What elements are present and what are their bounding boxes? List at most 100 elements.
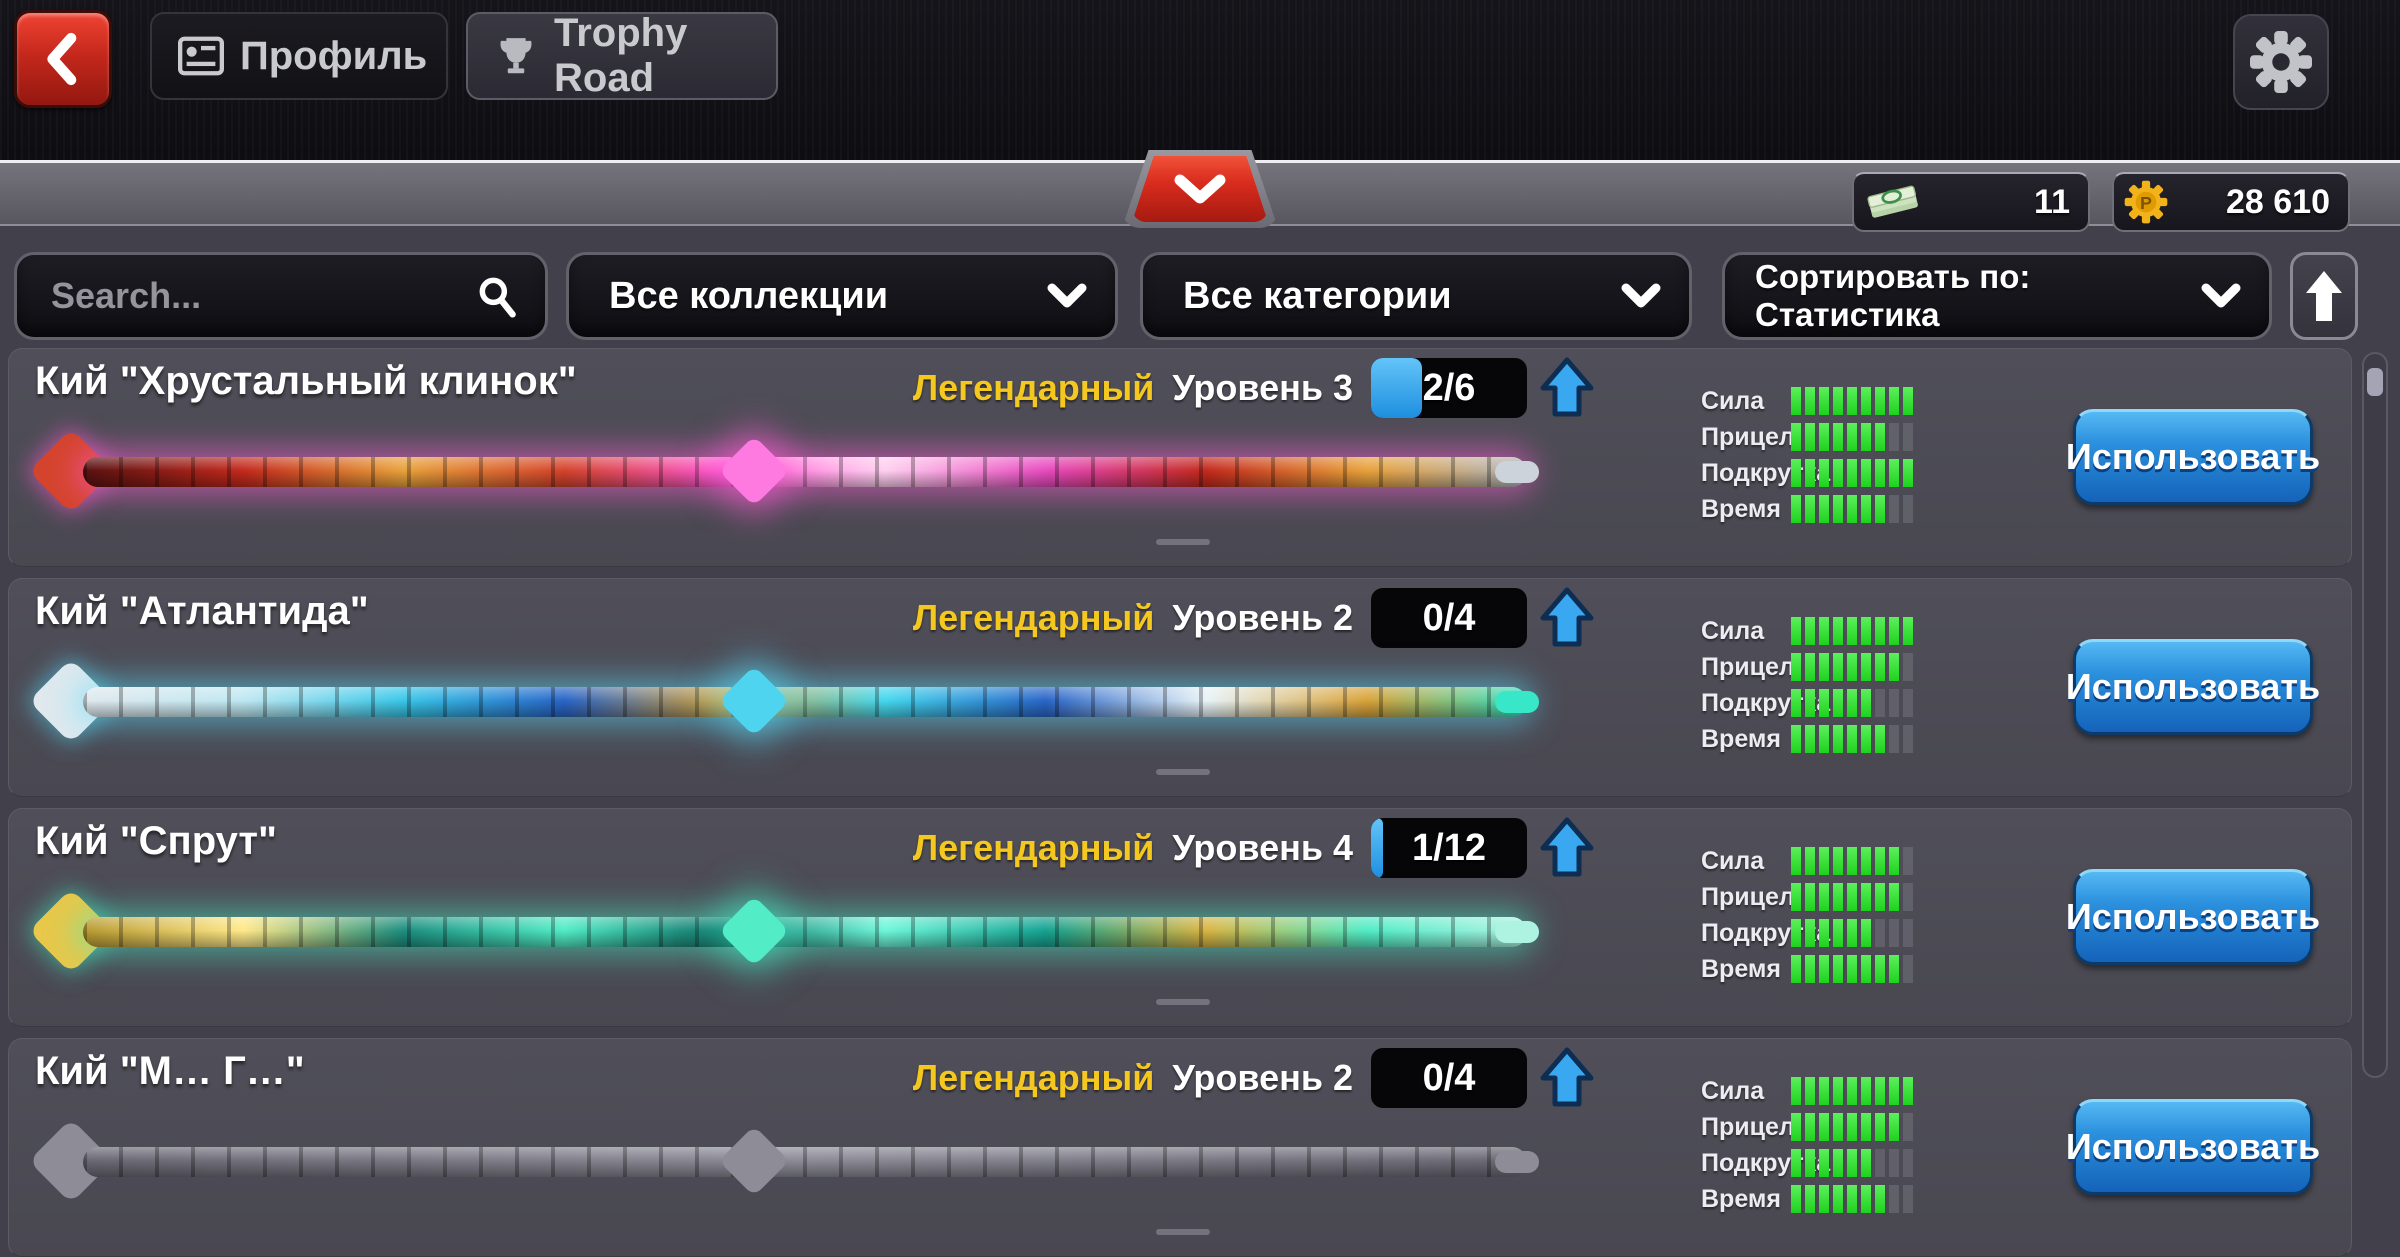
tab-trophy-road[interactable]: Trophy Road [466, 11, 778, 100]
stat-line: Прицел [1701, 419, 1913, 455]
cue-name: Кий "М… Г…" [35, 1049, 305, 1093]
upgrade-progress-pill: 0/4 [1371, 588, 1527, 648]
cue-art-shaft [83, 457, 1527, 487]
stat-segment [1791, 725, 1801, 753]
stat-label: Время [1701, 954, 1781, 983]
back-button[interactable] [14, 10, 112, 108]
cue-image[interactable] [28, 1109, 1539, 1213]
stat-segment [1805, 919, 1815, 947]
stat-segment [1875, 847, 1885, 875]
stat-segment [1889, 1113, 1899, 1141]
stat-segment [1805, 1113, 1815, 1141]
stat-segment [1861, 725, 1871, 753]
stat-segment [1833, 653, 1843, 681]
collections-dropdown[interactable]: Все коллекции [566, 252, 1118, 340]
stat-label: Подкрутка [1701, 458, 1831, 487]
upgrade-progress-pill: 2/6 [1371, 358, 1527, 418]
trophy-icon [494, 34, 538, 78]
cue-image[interactable] [28, 649, 1539, 753]
coins-counter[interactable]: P 28 610 [2112, 172, 2350, 232]
stat-segment [1805, 955, 1815, 983]
stat-segment [1875, 883, 1885, 911]
stat-segment [1889, 883, 1899, 911]
stat-segment [1791, 847, 1801, 875]
categories-dropdown[interactable]: Все категории [1140, 252, 1692, 340]
upgrade-arrow-icon[interactable] [1539, 816, 1595, 880]
cue-rarity: Легендарный [912, 597, 1155, 638]
cue-row: Кий "М… Г…" Легендарный Уровень 2 0/4 Си… [8, 1038, 2352, 1257]
scrollbar-thumb[interactable] [2367, 368, 2383, 396]
cue-image[interactable] [28, 879, 1539, 983]
use-button[interactable]: Использовать [2066, 1099, 2320, 1195]
pool-coin-icon: P [2124, 180, 2168, 224]
stat-segment [1833, 919, 1843, 947]
upgrade-arrow-icon[interactable] [1539, 1046, 1595, 1110]
stat-segment [1875, 495, 1885, 523]
stat-segment [1903, 847, 1913, 875]
chevron-down-icon [1172, 174, 1228, 204]
stat-segment [1819, 653, 1829, 681]
use-button[interactable]: Использовать [2066, 639, 2320, 735]
upgrade-arrow-icon[interactable] [1539, 356, 1595, 420]
cue-level: Уровень 4 [1172, 827, 1353, 868]
stat-segment [1861, 955, 1871, 983]
scrollbar-track[interactable] [2362, 352, 2388, 1078]
tab-profile[interactable]: Профиль [150, 12, 448, 100]
progress-text: 0/4 [1422, 596, 1476, 639]
stat-segment [1791, 955, 1801, 983]
stat-label: Прицел [1701, 1112, 1795, 1141]
stat-segment [1847, 459, 1857, 487]
stat-label: Подкрутка [1701, 1148, 1831, 1177]
progress-fill [1371, 358, 1423, 418]
stat-segment [1805, 883, 1815, 911]
cue-row: Кий "Спрут" Легендарный Уровень 4 1/12 С… [8, 808, 2352, 1027]
use-button[interactable]: Использовать [2066, 409, 2320, 505]
chevron-left-icon [34, 30, 92, 88]
stat-segment [1847, 495, 1857, 523]
cue-stats: Сила Прицел Подкрутка Время [1701, 613, 1913, 757]
stat-line: Подкрутка [1701, 455, 1913, 491]
scroll-to-top-button[interactable] [2290, 252, 2358, 340]
cue-header-right: Легендарный Уровень 2 0/4 [913, 1045, 1595, 1111]
collapse-button[interactable] [1132, 156, 1268, 222]
stat-segment [1903, 919, 1913, 947]
stat-segment [1903, 725, 1913, 753]
stat-segment [1819, 495, 1829, 523]
stat-segment [1819, 387, 1829, 415]
stat-line: Прицел [1701, 1109, 1913, 1145]
stat-bar [1791, 423, 1913, 451]
stat-label: Подкрутка [1701, 688, 1831, 717]
stat-segment [1833, 847, 1843, 875]
cue-art-ornament [718, 1125, 790, 1197]
stat-segment [1791, 883, 1801, 911]
stat-segment [1847, 847, 1857, 875]
svg-text:P: P [2140, 193, 2152, 213]
cash-counter[interactable]: 11 [1852, 172, 2090, 232]
stat-segment [1819, 1149, 1829, 1177]
use-button[interactable]: Использовать [2066, 869, 2320, 965]
stat-label: Время [1701, 1184, 1781, 1213]
stat-segment [1805, 387, 1815, 415]
stat-segment [1861, 495, 1871, 523]
stat-segment [1847, 1077, 1857, 1105]
stat-segment [1889, 653, 1899, 681]
upgrade-arrow-icon[interactable] [1539, 586, 1595, 650]
stat-bar [1791, 919, 1913, 947]
stat-segment [1875, 459, 1885, 487]
gear-icon [2250, 31, 2312, 93]
stat-segment [1847, 725, 1857, 753]
progress-text: 1/12 [1412, 826, 1486, 869]
stat-segment [1833, 1149, 1843, 1177]
search-input[interactable]: Search... [14, 252, 548, 340]
stat-segment [1903, 955, 1913, 983]
cue-image[interactable] [28, 419, 1539, 523]
stat-segment [1861, 689, 1871, 717]
cue-art-tip [1495, 1151, 1539, 1173]
stat-segment [1819, 423, 1829, 451]
settings-button[interactable] [2233, 14, 2329, 110]
upgrade-progress-pill: 0/4 [1371, 1048, 1527, 1108]
stat-line: Время [1701, 951, 1913, 987]
stat-segment [1889, 1077, 1899, 1105]
stat-bar [1791, 847, 1913, 875]
sort-dropdown[interactable]: Сортировать по: Статистика [1722, 252, 2272, 340]
